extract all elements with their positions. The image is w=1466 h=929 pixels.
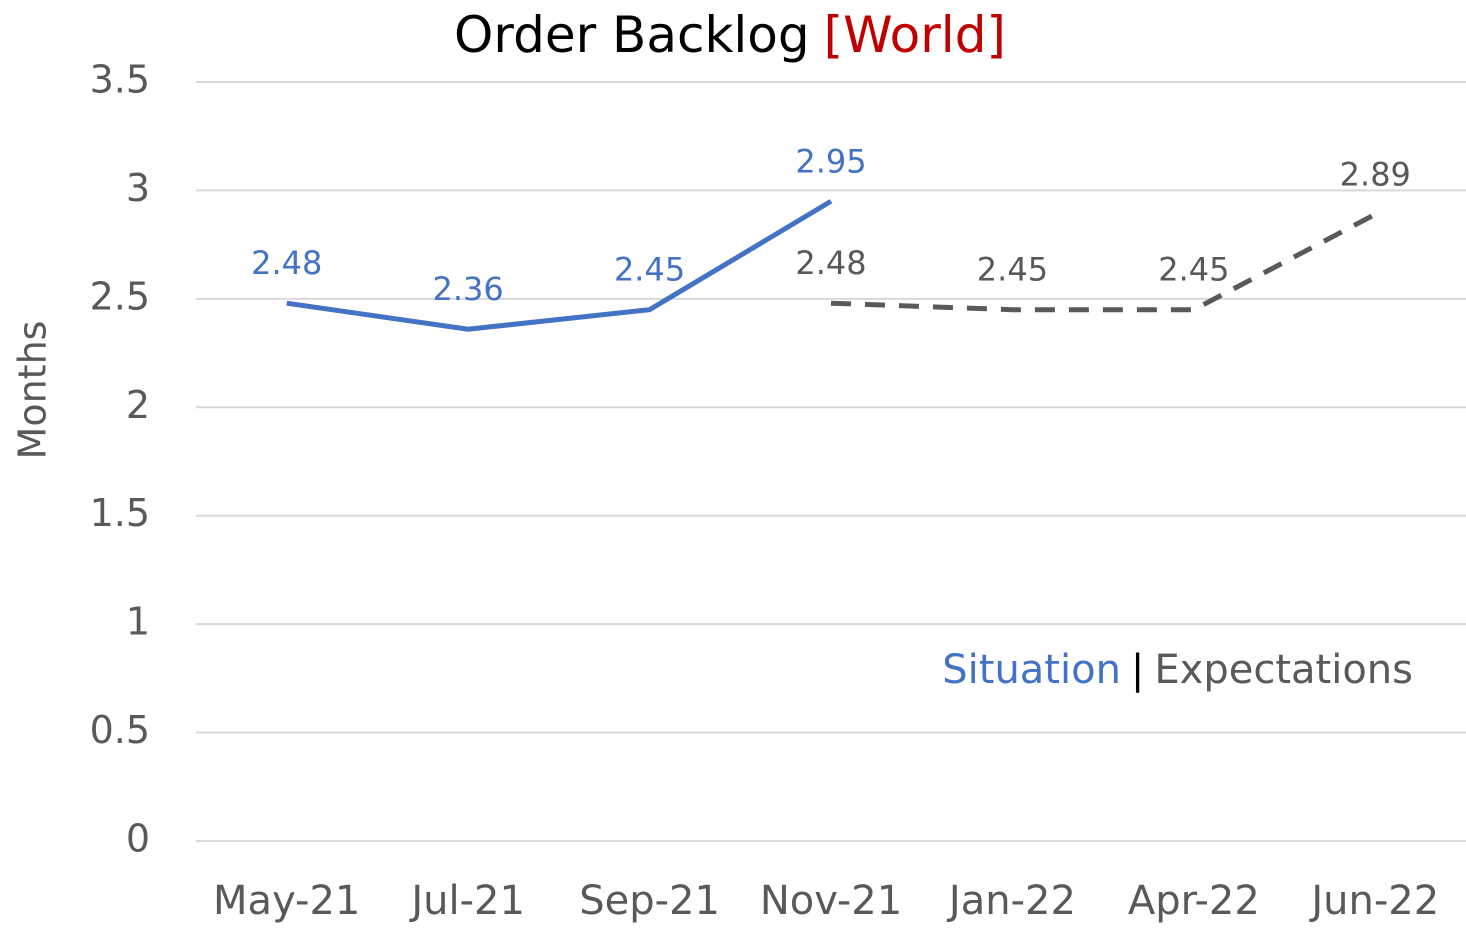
legend-separator: | (1131, 647, 1144, 693)
data-label: 2.36 (433, 270, 504, 308)
data-label: 2.45 (977, 251, 1048, 289)
y-tick-label: 3.5 (90, 58, 150, 102)
legend-entry: Situation (942, 647, 1121, 693)
data-label: 2.45 (614, 251, 685, 289)
x-tick-label: Jul-21 (408, 878, 525, 924)
chart-title: Order Backlog [World] (454, 6, 1006, 64)
y-tick-label: 3 (126, 166, 150, 210)
data-label: 2.45 (1158, 251, 1229, 289)
y-tick-label: 2.5 (90, 274, 150, 318)
data-label: 2.48 (795, 244, 866, 282)
legend-entry: Expectations (1154, 647, 1413, 693)
y-tick-label: 0 (126, 817, 150, 861)
data-label: 2.89 (1340, 155, 1411, 193)
line (830, 212, 1377, 313)
title-region: [World] (824, 6, 1006, 64)
data-label: 2.48 (251, 244, 322, 282)
y-tick-label: 2 (126, 383, 150, 427)
y-tick-label: 0.5 (90, 708, 150, 752)
x-tick-label: Apr-22 (1128, 878, 1260, 924)
x-tick-label: Jan-22 (946, 878, 1076, 924)
y-tick-label: 1.5 (90, 491, 150, 535)
title-main: Order Backlog (454, 6, 810, 64)
x-tick-label: Nov-21 (760, 878, 902, 924)
x-tick-label: May-21 (213, 878, 360, 924)
x-tick-label: Sep-21 (579, 878, 720, 924)
x-tick-label: Jun-22 (1308, 878, 1439, 924)
y-axis-label: Months (11, 321, 55, 460)
line (286, 199, 833, 332)
data-label: 2.95 (795, 142, 866, 180)
legend: Situation | Expectations (942, 647, 1413, 693)
y-tick-label: 1 (126, 600, 150, 644)
